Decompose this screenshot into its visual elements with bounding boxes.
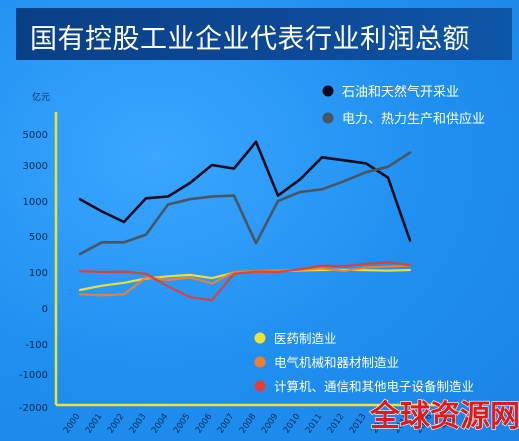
x-tick-label: 2001 xyxy=(84,412,105,435)
y-tick-label: 1000 xyxy=(23,197,48,208)
page-title: 国有控股工业企业代表行业利润总额 xyxy=(30,24,470,55)
y-tick-label: 3000 xyxy=(23,161,48,172)
x-tick-label: 2013 xyxy=(348,412,369,435)
legend-marker xyxy=(254,380,266,392)
x-tick-label: 2002 xyxy=(106,412,127,435)
y-tick-label: -100 xyxy=(25,340,48,351)
series-lines xyxy=(78,140,412,302)
x-tick-label: 2006 xyxy=(194,412,215,435)
y-tick-label: -1000 xyxy=(19,370,48,381)
y-tick-label: 500 xyxy=(29,232,48,243)
x-tick-label: 2004 xyxy=(150,412,171,435)
legend-label: 电力、热力生产和供应业 xyxy=(342,111,485,127)
y-tick-label: 100 xyxy=(29,268,48,279)
x-tick-label: 2005 xyxy=(172,412,193,435)
series-line xyxy=(78,261,412,302)
x-tick-label: 2008 xyxy=(238,412,259,435)
legend-label: 计算机、通信和其他电子设备制造业 xyxy=(274,379,474,394)
x-tick-label: 2007 xyxy=(216,412,237,435)
x-tick-label: 2003 xyxy=(128,412,149,435)
legend-marker xyxy=(322,85,334,97)
legend-marker xyxy=(254,332,266,344)
series-line xyxy=(78,151,412,256)
legend-marker xyxy=(322,112,334,124)
legend-label: 电气机械和器材制造业 xyxy=(274,355,399,370)
y-tick-label: 0 xyxy=(42,304,48,315)
y-axis-label: 亿元 xyxy=(32,91,50,103)
y-tick-label: 5000 xyxy=(23,130,48,141)
x-tick-label: 2011 xyxy=(304,412,325,435)
legend-marker xyxy=(254,356,266,368)
chart-axes xyxy=(54,112,452,407)
legend-label: 石油和天然气开采业 xyxy=(342,84,459,100)
series-line xyxy=(78,140,412,242)
title-bar: 国有控股工业企业代表行业利润总额 xyxy=(16,8,512,60)
watermark-text: 全球资源网 xyxy=(369,399,519,434)
x-tick-label: 2010 xyxy=(282,412,303,435)
x-tick-label: 2012 xyxy=(326,412,347,435)
legend-label: 医药制造业 xyxy=(274,331,337,346)
x-tick-label: 2000 xyxy=(62,412,83,435)
y-tick-label: -2000 xyxy=(19,403,48,414)
series-line xyxy=(78,264,412,297)
x-tick-label: 2009 xyxy=(260,412,281,435)
